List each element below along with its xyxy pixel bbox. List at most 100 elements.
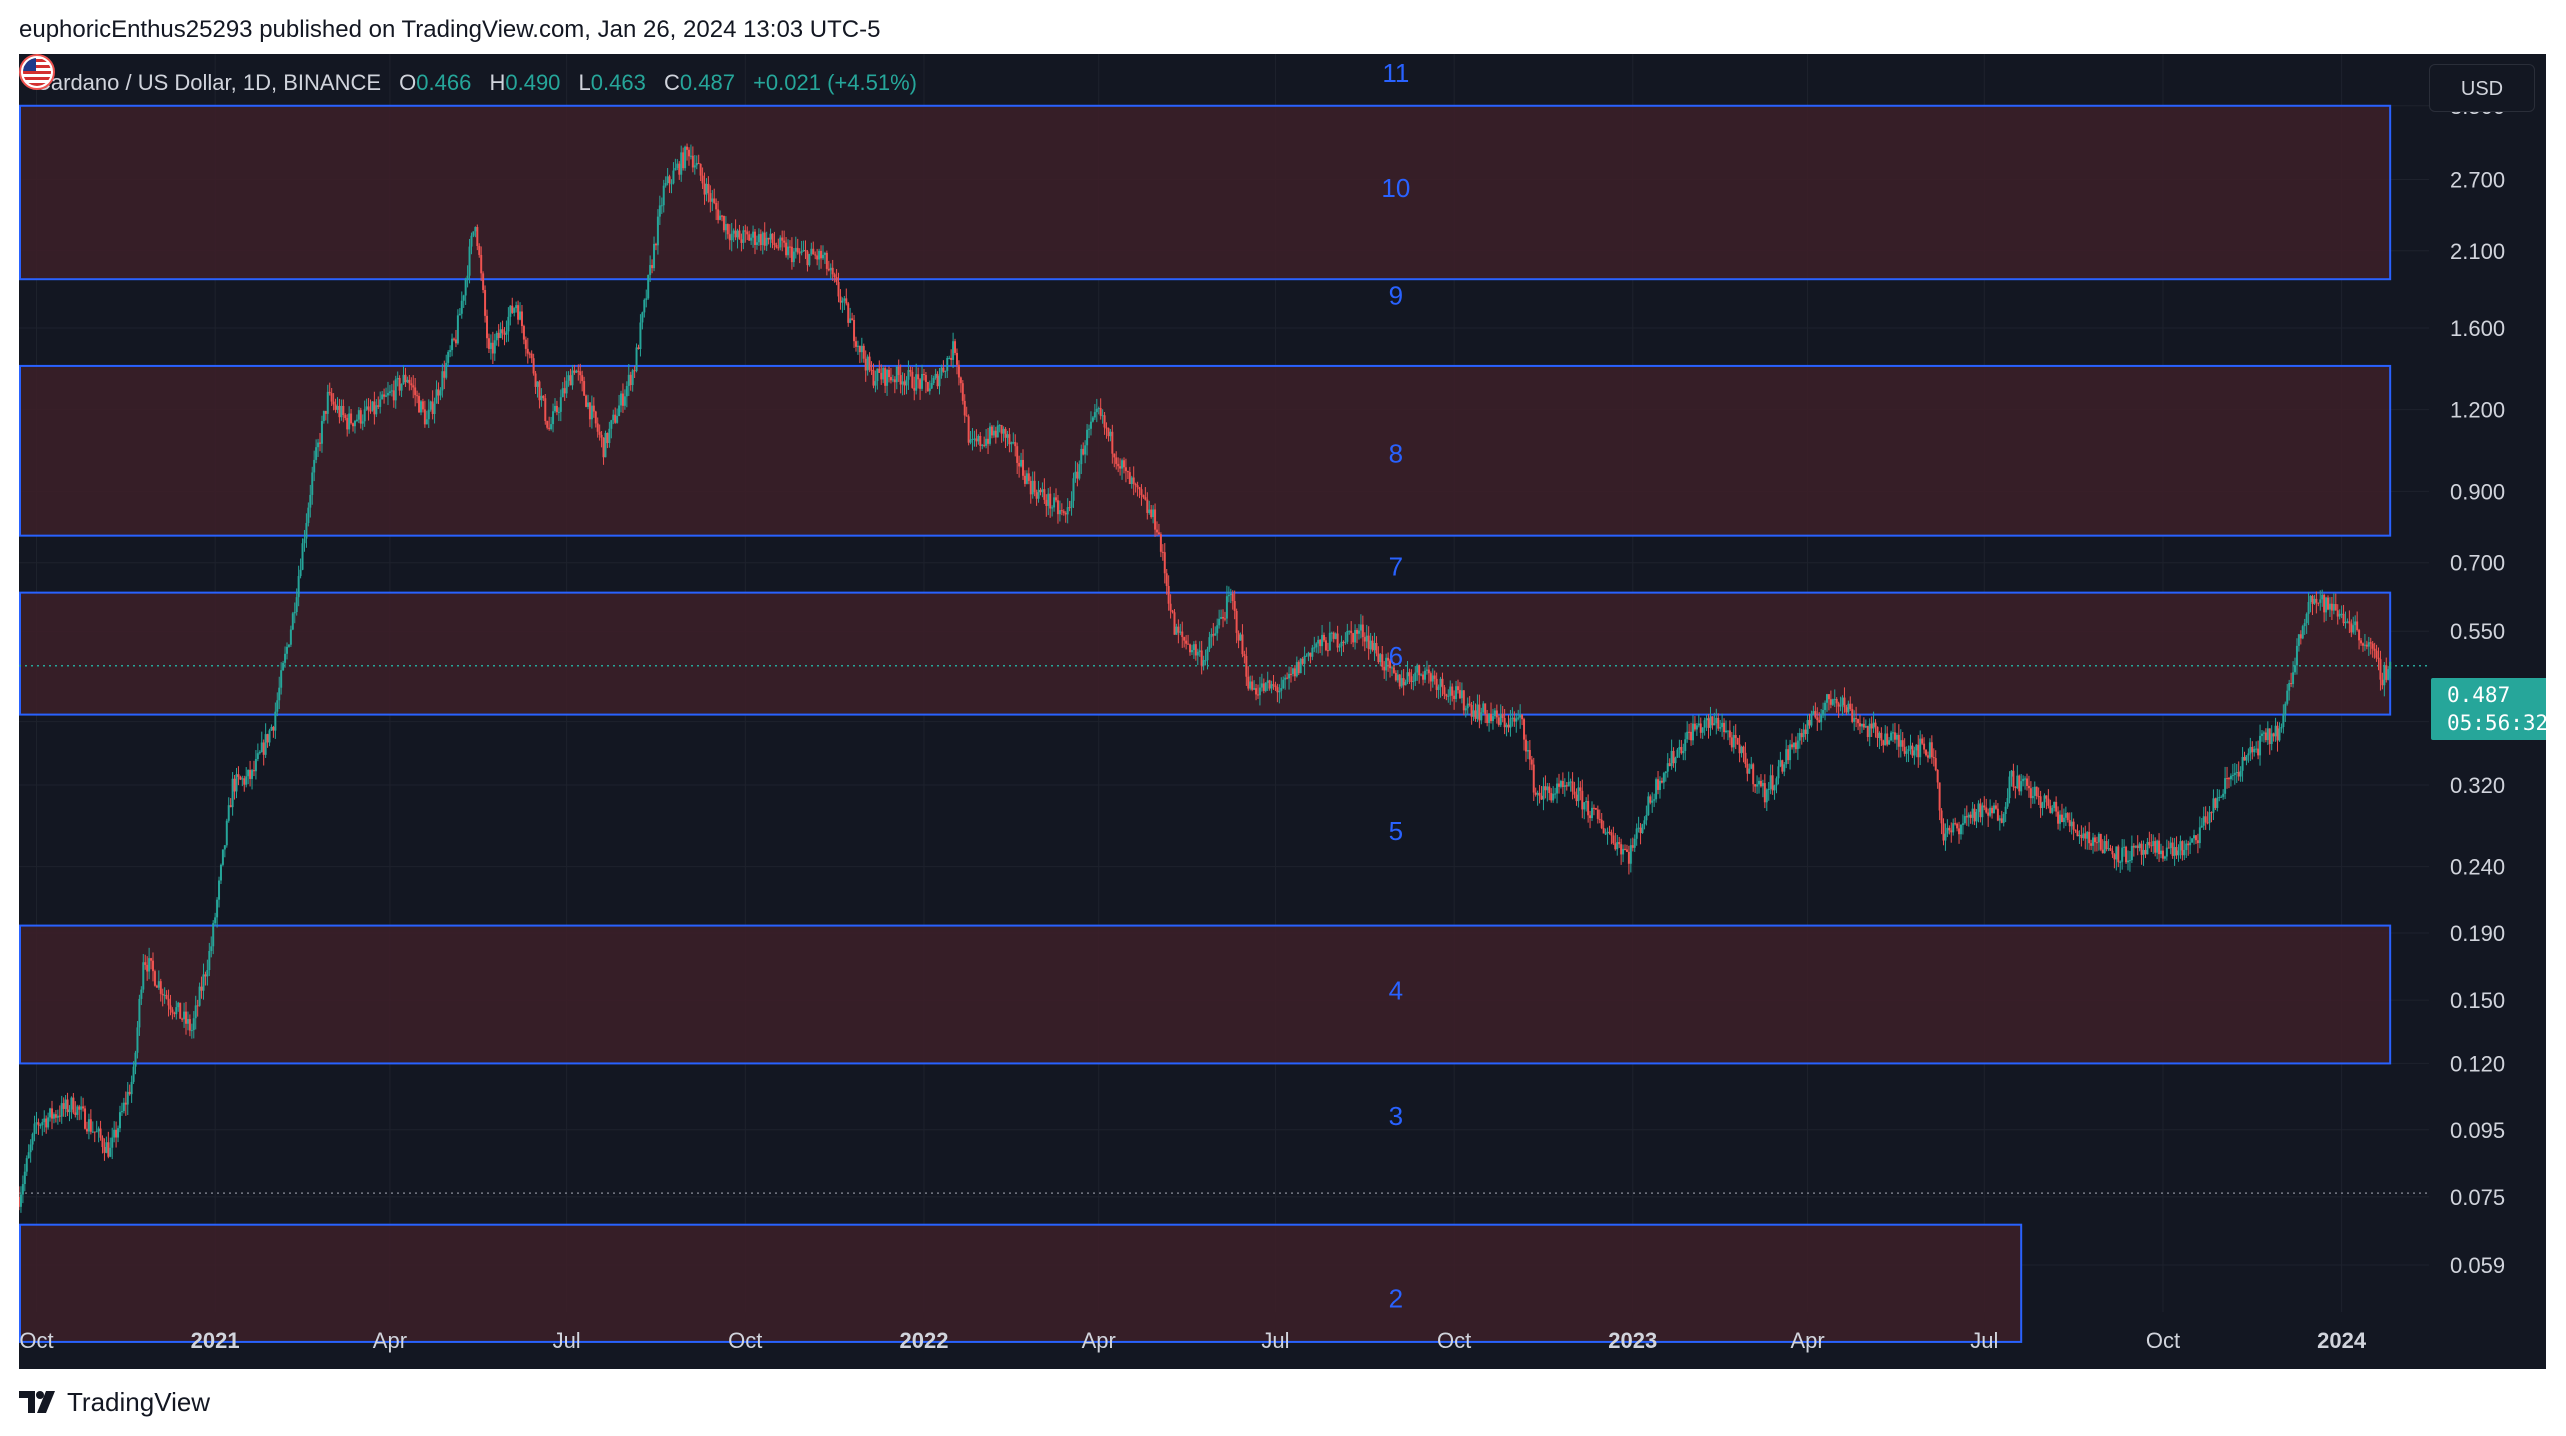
candle-body — [1827, 694, 1830, 700]
candle-body — [150, 958, 153, 961]
candle-body — [662, 185, 665, 206]
candle-body — [1946, 827, 1949, 834]
chart-area[interactable]: 1110987654323.5002.7002.1001.6001.2000.9… — [19, 54, 2546, 1369]
candle-body — [2247, 753, 2250, 756]
currency-button[interactable]: USD — [2429, 64, 2535, 112]
candle-body — [355, 419, 358, 422]
candle-body — [1268, 680, 1271, 689]
candle-body — [1934, 758, 1937, 770]
candle-body — [173, 1012, 176, 1015]
candle-body — [1559, 781, 1562, 787]
candle-body — [1490, 713, 1493, 722]
candle-body — [21, 1184, 24, 1195]
candle-body — [398, 377, 401, 391]
candle-body — [1027, 473, 1030, 481]
candle-body — [1361, 624, 1364, 638]
candle-body — [612, 414, 615, 421]
candle-body — [1291, 668, 1294, 674]
candle-body — [1332, 632, 1335, 639]
candle-body — [453, 338, 456, 340]
candle-body — [1831, 699, 1834, 705]
candle-body — [91, 1131, 94, 1133]
candle-body — [645, 298, 648, 300]
candle-body — [672, 170, 675, 184]
candle-body — [1917, 744, 1920, 758]
candle-body — [291, 613, 294, 630]
candle-body — [2047, 798, 2050, 806]
candle-body — [386, 393, 389, 396]
candle-body — [722, 215, 725, 231]
candle-body — [2243, 756, 2246, 761]
candle-body — [1389, 660, 1392, 669]
candle-body — [1740, 746, 1743, 754]
candle-body — [2387, 669, 2390, 680]
candle-body — [29, 1144, 32, 1153]
candle-body — [643, 299, 646, 313]
high-value: 0.490 — [505, 70, 561, 95]
candle-body — [266, 734, 269, 743]
candle-body — [2126, 860, 2129, 863]
candle-body — [1567, 782, 1570, 787]
candle-body — [85, 1128, 88, 1132]
candle-body — [1295, 662, 1298, 677]
candle-body — [439, 390, 442, 396]
candle-body — [1878, 732, 1881, 739]
candle-body — [1008, 434, 1011, 445]
candle-body — [1124, 467, 1127, 472]
candle-body — [1000, 425, 1003, 434]
candle-body — [2319, 599, 2322, 603]
candle-body — [2237, 771, 2240, 777]
candle-body — [1105, 427, 1108, 429]
candle-body — [1515, 718, 1518, 722]
candle-body — [971, 438, 974, 440]
candle-body — [891, 379, 894, 381]
candle-body — [1629, 845, 1632, 864]
candle-body — [315, 447, 318, 460]
candle-body — [1418, 665, 1421, 676]
candle-body — [596, 423, 599, 432]
candle-body — [1338, 646, 1341, 648]
candle-body — [913, 387, 916, 391]
candle-body — [503, 333, 506, 335]
price-chart[interactable]: 1110987654323.5002.7002.1001.6001.2000.9… — [19, 54, 2546, 1369]
candle-body — [1402, 678, 1405, 686]
candle-body — [396, 377, 399, 380]
candle-body — [1315, 643, 1318, 648]
candle-body — [2214, 798, 2217, 808]
candle-body — [1977, 803, 1980, 812]
tradingview-footer[interactable]: TradingView — [19, 1384, 210, 1420]
candle-body — [1750, 764, 1753, 769]
candle-body — [2231, 775, 2234, 777]
candle-body — [697, 163, 700, 165]
candle-body — [2105, 841, 2108, 849]
candle-body — [1148, 509, 1151, 513]
candle-body — [2029, 788, 2032, 799]
candle-body — [1334, 633, 1337, 639]
candle-body — [1278, 690, 1281, 693]
candle-body — [1025, 473, 1028, 484]
candle-body — [1212, 634, 1215, 636]
y-tick-label: 0.550 — [2450, 619, 2505, 644]
candle-body — [2313, 598, 2316, 604]
candle-body — [1557, 783, 1560, 787]
candle-body — [699, 163, 702, 176]
candle-body — [2193, 835, 2196, 839]
candle-body — [1169, 603, 1172, 611]
candle-body — [1697, 723, 1700, 726]
candle-body — [715, 203, 718, 210]
y-tick-label: 0.095 — [2450, 1118, 2505, 1143]
zone-1 — [19, 104, 2392, 281]
candle-body — [2276, 725, 2279, 741]
candle-body — [1171, 610, 1174, 613]
candle-body — [1235, 611, 1238, 633]
candle-body — [899, 375, 902, 385]
candle-body — [2367, 642, 2370, 647]
us-flag-icon[interactable] — [19, 54, 55, 90]
candle-body — [1583, 802, 1586, 810]
candle-body — [2171, 842, 2174, 856]
candle-body — [2082, 833, 2085, 839]
candle-body — [2111, 850, 2114, 855]
candle-body — [1530, 759, 1533, 765]
candle-body — [2062, 817, 2065, 823]
candle-body — [637, 347, 640, 350]
